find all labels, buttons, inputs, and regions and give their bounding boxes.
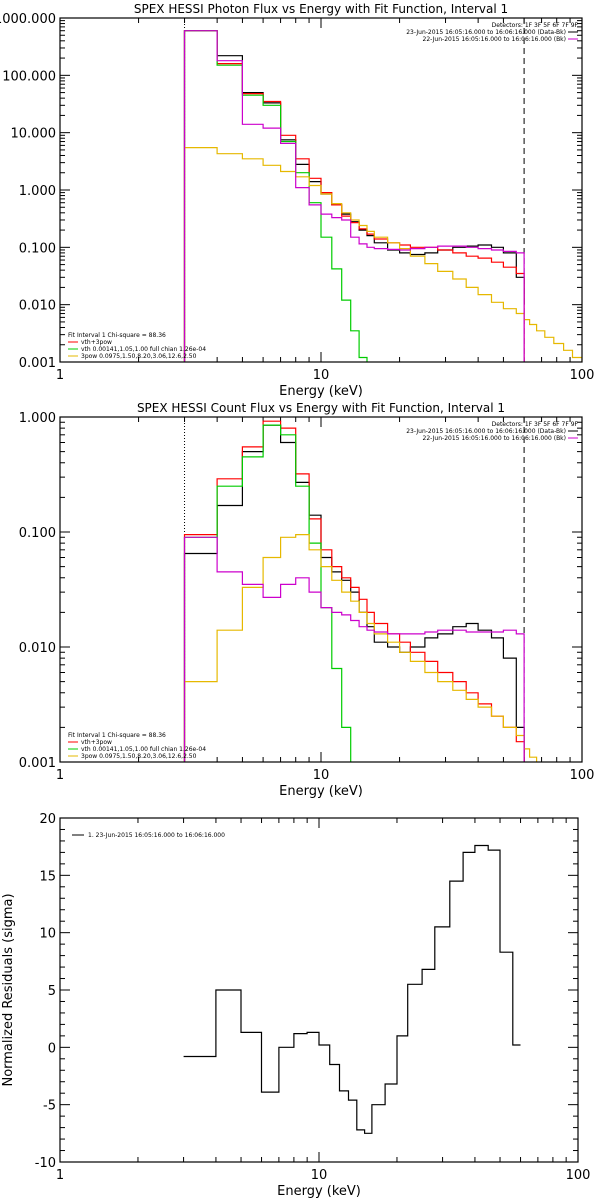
series-line-vth-3pow (183, 30, 525, 362)
x-tick-label: 10 (311, 1168, 328, 1183)
y-tick-label: 0.010 (19, 641, 56, 656)
legend-entry: 22-Jun-2015 16:05:16.000 to 16:06:16.000… (423, 36, 566, 43)
y-tick-label: 1000.000 (0, 12, 56, 27)
legend-entry: 23-Jun-2015 16:05:16.000 to 16:06:16.000… (406, 428, 566, 435)
x-tick-label: 1 (56, 1168, 64, 1183)
x-axis-label: Energy (keV) (277, 1184, 361, 1199)
y-tick-label: 0.010 (19, 299, 56, 314)
y-tick-label: 15 (39, 869, 56, 884)
y-tick-label: 0.001 (19, 756, 56, 771)
series-group (183, 844, 521, 1134)
series-line-bk (183, 536, 525, 762)
y-tick-label: 10 (39, 927, 56, 942)
legend-entry: vth 0.00141,1.05,1.00 full chian 1.26e-0… (81, 346, 206, 353)
count-flux-panel: SPEX HESSI Count Flux vs Energy with Fit… (19, 401, 595, 799)
x-tick-label: 1 (56, 768, 64, 783)
series-group (183, 30, 582, 362)
x-axis-label: Energy (keV) (279, 384, 363, 399)
y-tick-label: 100.000 (2, 69, 56, 84)
series-line-1-23-jun-2015-16-05-16-000-to-16-06-16-000 (183, 844, 521, 1134)
legend-entry: Detectors: 1F 3F 5F 6F 7F 9F (492, 22, 579, 29)
x-tick-label: 100 (566, 1168, 591, 1183)
plot-frame (59, 17, 583, 363)
x-tick-label: 100 (570, 768, 595, 783)
chart-title: SPEX HESSI Count Flux vs Energy with Fit… (137, 401, 505, 415)
residuals-panel: 1 10 100 -10 -5 0 5 10 15 20 Energy (keV) Normalize… (1, 812, 590, 1199)
x-tick-label: 10 (313, 368, 330, 383)
series-line-vth (183, 30, 368, 362)
y-tick-label: 10.000 (11, 127, 57, 142)
y-tick-label: 0.100 (19, 526, 56, 541)
y-tick-label: 1.000 (19, 411, 56, 426)
plot-frame (59, 817, 579, 1163)
series-group (183, 420, 538, 762)
series-line-3pow (183, 534, 538, 762)
legend-entry: 3pow 0.0975,1.50,8.20,3.06,12.6,2.50 (81, 353, 197, 360)
y-tick-label: 20 (39, 812, 56, 827)
y-tick-label: 1.000 (19, 184, 56, 199)
legend-entry: 1. 23-Jun-2015 16:05:16.000 to 16:06:16.… (88, 832, 225, 839)
y-tick-label: -10 (35, 1156, 56, 1171)
legend-entry: vth 0.00141,1.05,1.00 full chian 1.26e-0… (81, 746, 206, 753)
y-tick-label: -5 (43, 1099, 56, 1114)
photon-flux-panel: SPEX HESSI Photon Flux vs Energy with Fi… (0, 2, 594, 399)
x-tick-label: 100 (570, 368, 595, 383)
legend-entry: Fit Interval 1 Chi-square = 88.36 (68, 332, 166, 339)
chart-title: SPEX HESSI Photon Flux vs Energy with Fi… (134, 2, 508, 16)
legend-entry: 23-Jun-2015 16:05:16.000 to 16:06:16.000… (406, 29, 566, 36)
legend-entry: vth+3pow (81, 739, 112, 746)
y-tick-label: 0.001 (19, 356, 56, 371)
x-tick-label: 10 (313, 768, 330, 783)
series-line-vth (183, 424, 352, 762)
series-line-bk (183, 30, 525, 362)
legend-entry: Detectors: 1F 3F 5F 6F 7F 9F (492, 421, 579, 428)
x-axis-label: Energy (keV) (279, 784, 363, 799)
series-line-data-bk (183, 30, 525, 362)
legend-entry: 22-Jun-2015 16:05:16.000 to 16:06:16.000… (423, 435, 566, 442)
y-tick-label: 0 (48, 1041, 56, 1056)
y-tick-label: 0.100 (19, 241, 56, 256)
series-line-3pow (183, 147, 582, 362)
legend-entry: 3pow 0.0975,1.50,8.20,3.06,12.6,2.50 (81, 753, 197, 760)
plot-frame (59, 416, 583, 763)
y-tick-label: 5 (48, 984, 56, 999)
x-tick-label: 1 (56, 368, 64, 383)
legend-entry: vth+3pow (81, 339, 112, 346)
legend-entry: Fit Interval 1 Chi-square = 88.36 (68, 732, 166, 739)
y-axis-label: Normalized Residuals (sigma) (1, 893, 16, 1086)
